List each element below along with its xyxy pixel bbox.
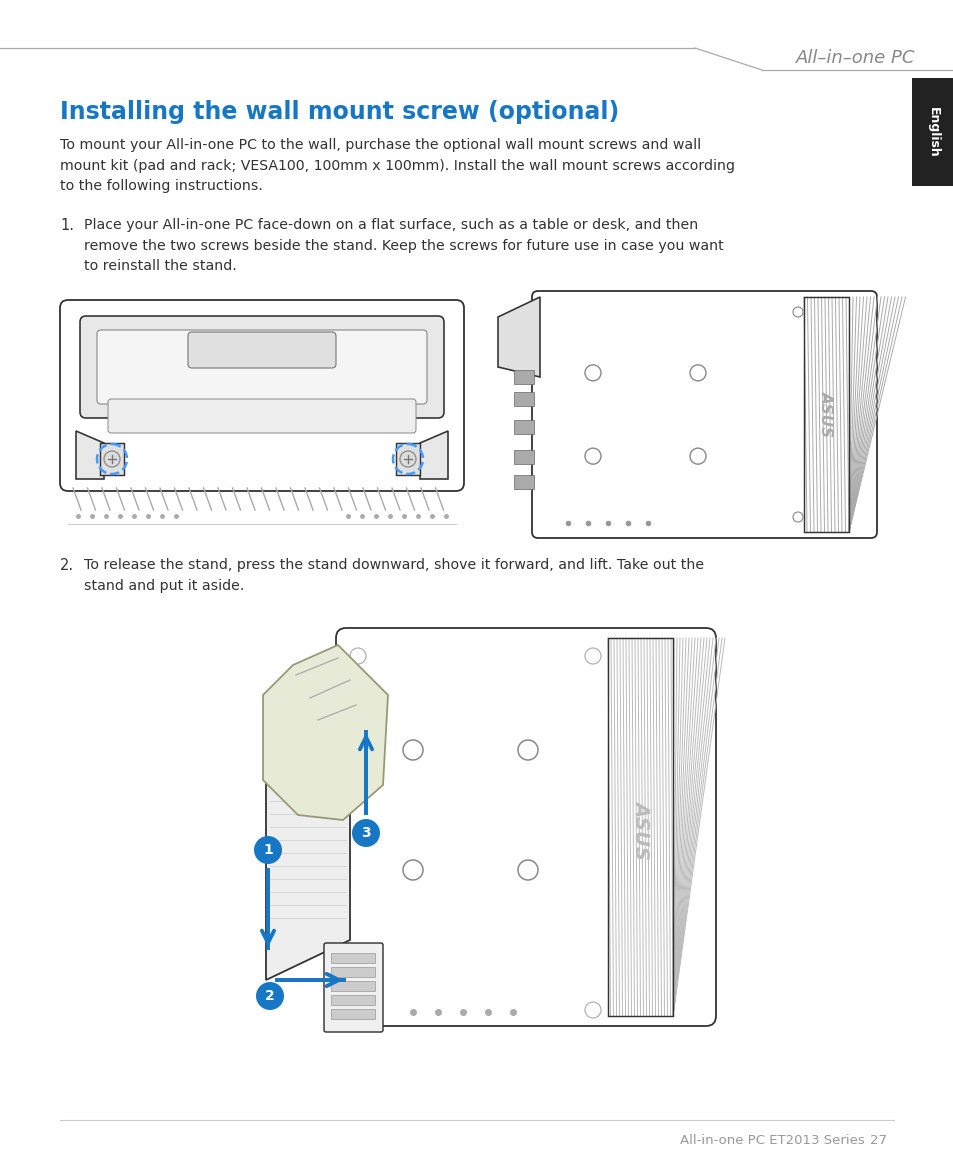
- FancyBboxPatch shape: [108, 398, 416, 433]
- Bar: [803, 297, 848, 532]
- Text: 27: 27: [869, 1134, 886, 1147]
- FancyBboxPatch shape: [80, 316, 443, 418]
- Text: ASUS: ASUS: [818, 390, 833, 437]
- Circle shape: [792, 512, 802, 522]
- Circle shape: [584, 1003, 600, 1018]
- Text: 3: 3: [361, 826, 371, 840]
- Circle shape: [517, 740, 537, 760]
- Circle shape: [689, 448, 705, 464]
- Circle shape: [253, 836, 282, 864]
- Circle shape: [584, 448, 600, 464]
- Circle shape: [255, 982, 284, 1009]
- Text: 2.: 2.: [60, 558, 74, 573]
- Bar: [331, 1009, 375, 1019]
- FancyBboxPatch shape: [324, 942, 382, 1033]
- Text: 1: 1: [263, 843, 273, 857]
- Polygon shape: [76, 431, 104, 479]
- Circle shape: [350, 648, 366, 664]
- Bar: [331, 981, 375, 991]
- Bar: [607, 638, 672, 1016]
- Text: All–in–one PC: All–in–one PC: [796, 49, 915, 67]
- Bar: [514, 370, 534, 383]
- Polygon shape: [419, 431, 448, 479]
- Bar: [395, 444, 419, 475]
- Bar: [100, 444, 124, 475]
- Bar: [514, 450, 534, 464]
- Text: English: English: [925, 106, 939, 157]
- Bar: [331, 994, 375, 1005]
- FancyBboxPatch shape: [188, 331, 335, 368]
- Circle shape: [584, 648, 600, 664]
- Text: To release the stand, press the stand downward, shove it forward, and lift. Take: To release the stand, press the stand do…: [84, 558, 703, 593]
- Text: All-in-one PC ET2013 Series: All-in-one PC ET2013 Series: [679, 1134, 863, 1147]
- Polygon shape: [263, 644, 388, 820]
- Text: Installing the wall mount screw (optional): Installing the wall mount screw (optiona…: [60, 100, 618, 124]
- Bar: [607, 638, 672, 1016]
- Bar: [331, 967, 375, 977]
- Polygon shape: [497, 297, 539, 377]
- Circle shape: [352, 819, 379, 847]
- Polygon shape: [266, 705, 350, 979]
- FancyBboxPatch shape: [335, 628, 716, 1026]
- Bar: [803, 297, 848, 532]
- Text: 2: 2: [265, 989, 274, 1003]
- Circle shape: [104, 450, 120, 467]
- Circle shape: [399, 450, 416, 467]
- FancyBboxPatch shape: [60, 300, 463, 491]
- Bar: [331, 953, 375, 963]
- Bar: [514, 420, 534, 434]
- FancyBboxPatch shape: [532, 291, 876, 538]
- Text: ASUS: ASUS: [632, 800, 651, 859]
- Circle shape: [517, 860, 537, 880]
- Circle shape: [689, 365, 705, 381]
- Circle shape: [584, 365, 600, 381]
- Circle shape: [792, 307, 802, 316]
- FancyBboxPatch shape: [97, 330, 427, 404]
- Bar: [514, 475, 534, 489]
- Text: 1.: 1.: [60, 218, 74, 233]
- Text: To mount your All-in-one PC to the wall, purchase the optional wall mount screws: To mount your All-in-one PC to the wall,…: [60, 137, 734, 193]
- Circle shape: [402, 860, 422, 880]
- Circle shape: [350, 1003, 366, 1018]
- Bar: [911, 79, 953, 186]
- Text: Place your All-in-one PC face-down on a flat surface, such as a table or desk, a: Place your All-in-one PC face-down on a …: [84, 218, 723, 274]
- Circle shape: [402, 740, 422, 760]
- Bar: [514, 392, 534, 407]
